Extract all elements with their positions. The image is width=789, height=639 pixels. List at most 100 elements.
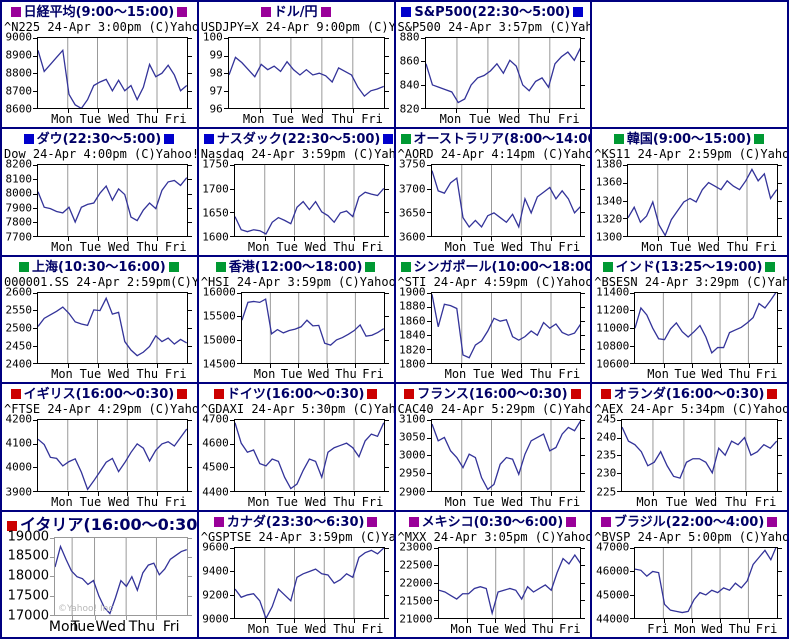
x-axis-tick [294, 491, 296, 496]
y-tick-label: 8600 [5, 102, 33, 116]
y-axis-tick [426, 306, 431, 308]
y-axis-tick-right [187, 363, 192, 365]
y-axis-tick-right [384, 73, 389, 75]
y-axis-tick-right [581, 437, 586, 439]
y-tick-label: 8800 [5, 66, 33, 80]
y-tick-label: 15500 [202, 309, 236, 323]
chart-plot[interactable] [630, 291, 782, 369]
chart-plot[interactable] [426, 164, 586, 241]
day-label: Tue [276, 622, 298, 636]
y-tick-label: 4000 [5, 460, 33, 474]
day-label: Mon [51, 112, 73, 127]
y-axis-tick-right [187, 576, 192, 578]
y-axis-tick [33, 221, 37, 223]
day-label: Fri [557, 112, 580, 127]
y-axis-tick [420, 38, 425, 39]
day-label: Wed [304, 239, 327, 254]
chart-plot[interactable] [630, 546, 782, 623]
y-axis-labels: 245 240 235 230 225 [594, 413, 621, 498]
y-axis-tick-right [187, 38, 192, 39]
x-axis-tick [684, 491, 686, 496]
day-label: Fri [558, 622, 581, 636]
chart-title-text: 香港 [228, 259, 255, 275]
chart-hours-text: (22:00〜4:00) [665, 514, 765, 530]
y-axis-tick [433, 600, 438, 602]
y-tick-label: 1300 [595, 230, 623, 244]
y-tick-label: 47000 [596, 540, 630, 554]
day-label: Tue [79, 367, 102, 382]
chart-title-text: イタリア [20, 514, 84, 534]
price-line-series [55, 546, 187, 613]
y-tick-label: 7800 [5, 215, 33, 229]
y-axis-tick [617, 472, 622, 474]
day-label: Fri [162, 619, 180, 635]
x-axis-labels: Mon Tue Wed Thu Fri [439, 622, 582, 636]
chart-title-text: ナスダック [216, 132, 282, 148]
chart-plot[interactable] [426, 419, 586, 496]
y-axis-tick [630, 547, 635, 549]
day-label: Mon [444, 367, 467, 382]
y-axis-tick-right [187, 55, 192, 57]
marker-square-icon [19, 261, 30, 272]
day-label: Mon [450, 622, 473, 636]
marker-square-icon [404, 389, 415, 400]
y-tick-label: 96 [209, 102, 223, 116]
y-axis-tick [229, 571, 234, 573]
y-axis-tick [33, 108, 37, 110]
x-axis-tick [456, 109, 458, 114]
y-axis-tick-right [581, 363, 586, 365]
chart-hours-text: (0:30〜6:00) [473, 514, 564, 530]
y-axis-tick-right [581, 455, 586, 457]
price-line-series [432, 421, 581, 490]
y-axis-tick [426, 349, 431, 351]
chart-plot[interactable] [236, 291, 389, 369]
price-line-series [38, 178, 187, 222]
day-label: Mon [51, 494, 73, 509]
chart-hours-text: (8:00〜14:00) [503, 132, 590, 148]
y-axis-tick [426, 235, 431, 237]
y-tick-label: 4500 [202, 460, 229, 474]
day-label: Wed [108, 494, 130, 509]
chart-plot[interactable] [617, 419, 782, 496]
chart-plot[interactable] [33, 291, 192, 369]
chart-plot[interactable] [223, 37, 389, 114]
y-axis-tick-right [187, 537, 192, 539]
price-line-series [432, 171, 581, 227]
chart-plot[interactable] [229, 419, 389, 496]
day-label: Fri [361, 112, 383, 127]
price-line-series [439, 555, 581, 613]
marker-square-icon [401, 7, 412, 17]
x-axis-tick [97, 364, 99, 369]
chart-plot[interactable] [433, 546, 586, 623]
chart-plot[interactable] [426, 291, 586, 369]
x-axis-tick [157, 491, 158, 496]
day-label: Wed [498, 112, 521, 127]
y-axis-tick [50, 595, 54, 597]
chart-subtitle: ^STI 24-Apr 4:59pm (C)Yahoo! [397, 274, 591, 289]
chart-plot[interactable] [229, 164, 389, 241]
y-axis-tick-right [581, 565, 586, 567]
y-axis-labels: 1380 1360 1340 1320 1300 [594, 158, 627, 243]
chart-hours-text: (16:00〜0:30) [468, 387, 568, 403]
y-axis-tick-right [581, 292, 586, 294]
chart-plot[interactable]: ©Yahoo! Inc [50, 536, 192, 620]
chart-plot[interactable] [33, 419, 192, 496]
x-axis-tick [495, 619, 497, 623]
x-axis-tick [127, 109, 129, 114]
chart-plot[interactable] [33, 37, 192, 114]
y-axis-tick [50, 576, 54, 578]
y-axis-tick-right [384, 594, 389, 596]
marker-square-icon [367, 516, 378, 527]
y-axis-labels: 880 860 840 820 [398, 31, 425, 116]
chart-plot[interactable] [420, 37, 586, 114]
chart-plot[interactable] [229, 546, 389, 623]
chart-plot[interactable] [33, 164, 192, 241]
y-axis-tick [33, 235, 37, 237]
chart-plot[interactable] [623, 164, 782, 241]
chart-title: ドイツ(16:00〜0:30) [201, 387, 391, 402]
chart-row: 4200 4100 4000 3900 [4, 413, 194, 498]
x-axis-tick [156, 616, 158, 620]
y-axis-tick [426, 212, 431, 214]
y-axis-tick-right [778, 571, 782, 573]
marker-square-icon [600, 389, 611, 400]
